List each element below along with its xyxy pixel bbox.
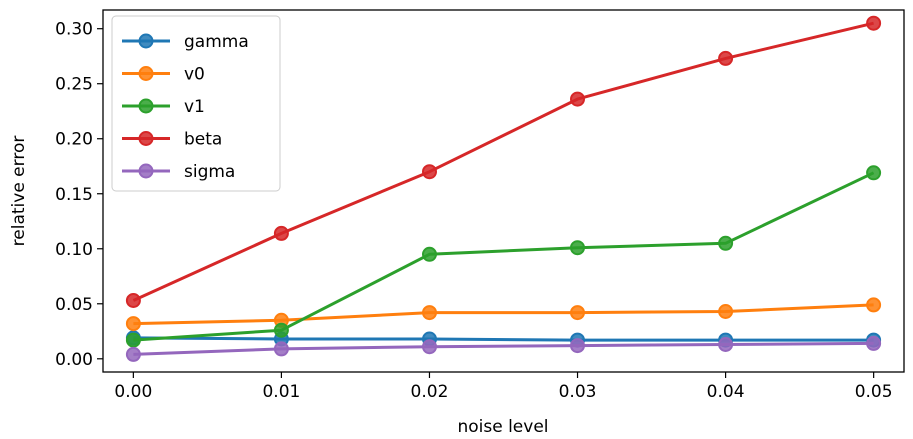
data-point	[273, 341, 289, 357]
x-tick-label: 0.04	[707, 382, 745, 402]
y-tick-label: 0.00	[55, 350, 93, 370]
y-tick-label: 0.20	[55, 130, 93, 150]
y-tick-label: 0.30	[55, 20, 93, 40]
data-point	[866, 297, 882, 313]
data-point	[125, 332, 141, 348]
x-axis-label: noise level	[457, 417, 548, 437]
data-point	[570, 305, 585, 321]
data-point	[718, 50, 734, 66]
legend: gamma v0 v1 beta sigma	[111, 15, 281, 192]
x-tick-label: 0.05	[855, 382, 893, 402]
y-axis-label: relative error	[9, 136, 29, 247]
legend-marker	[138, 98, 154, 114]
legend-marker	[138, 66, 154, 81]
series-line-beta	[132, 21, 874, 302]
legend-marker	[138, 131, 154, 146]
data-point	[718, 304, 734, 319]
data-point	[718, 235, 734, 251]
data-point	[422, 246, 437, 262]
x-tick-label: 0.01	[262, 382, 300, 402]
series-sigma	[125, 335, 882, 362]
x-axis: 0.00 0.01 0.02 0.03 0.04 0.05	[114, 372, 893, 402]
data-point	[866, 15, 882, 31]
data-point	[866, 165, 882, 181]
y-tick-label: 0.25	[55, 75, 93, 95]
plot-frame	[102, 9, 905, 373]
series-line-v1	[133, 171, 875, 342]
y-axis: 0.00 0.05 0.10 0.15 0.20 0.25 0.30	[55, 20, 103, 370]
data-point	[273, 225, 289, 241]
series-v1	[125, 165, 882, 348]
legend-item-v1: v1	[122, 97, 205, 117]
x-tick-label: 0.02	[411, 382, 449, 402]
y-tick-label: 0.05	[55, 295, 93, 315]
data-point	[718, 337, 734, 352]
data-point	[570, 240, 585, 256]
data-point	[422, 339, 437, 355]
data-point	[866, 335, 882, 351]
data-point	[422, 164, 437, 180]
data-point	[570, 338, 585, 354]
data-point	[273, 322, 289, 338]
data-point	[125, 346, 141, 362]
series-line-v0	[133, 303, 874, 326]
data-point	[125, 293, 141, 308]
series-layer	[125, 15, 882, 362]
legend-label: sigma	[184, 162, 235, 182]
legend-marker	[138, 33, 154, 49]
legend-item-v0: v0	[122, 65, 205, 85]
legend-label: gamma	[184, 32, 249, 52]
series-line-gamma	[133, 336, 874, 342]
x-tick-label: 0.00	[114, 382, 152, 402]
legend-item-beta: beta	[122, 130, 222, 150]
series-beta	[125, 15, 882, 308]
y-tick-label: 0.15	[55, 185, 93, 205]
legend-label: v0	[184, 65, 205, 85]
x-tick-label: 0.03	[559, 382, 597, 402]
series-line-sigma	[133, 341, 874, 356]
data-point	[570, 91, 585, 107]
legend-frame	[111, 15, 281, 192]
series-v0	[125, 297, 882, 332]
data-point	[125, 316, 141, 332]
legend-marker	[138, 163, 154, 179]
legend-label: beta	[184, 130, 222, 150]
legend-label: v1	[184, 97, 205, 117]
data-point	[422, 305, 437, 321]
legend-item-sigma: sigma	[122, 162, 235, 182]
legend-item-gamma: gamma	[122, 32, 249, 52]
y-tick-label: 0.10	[55, 240, 93, 260]
